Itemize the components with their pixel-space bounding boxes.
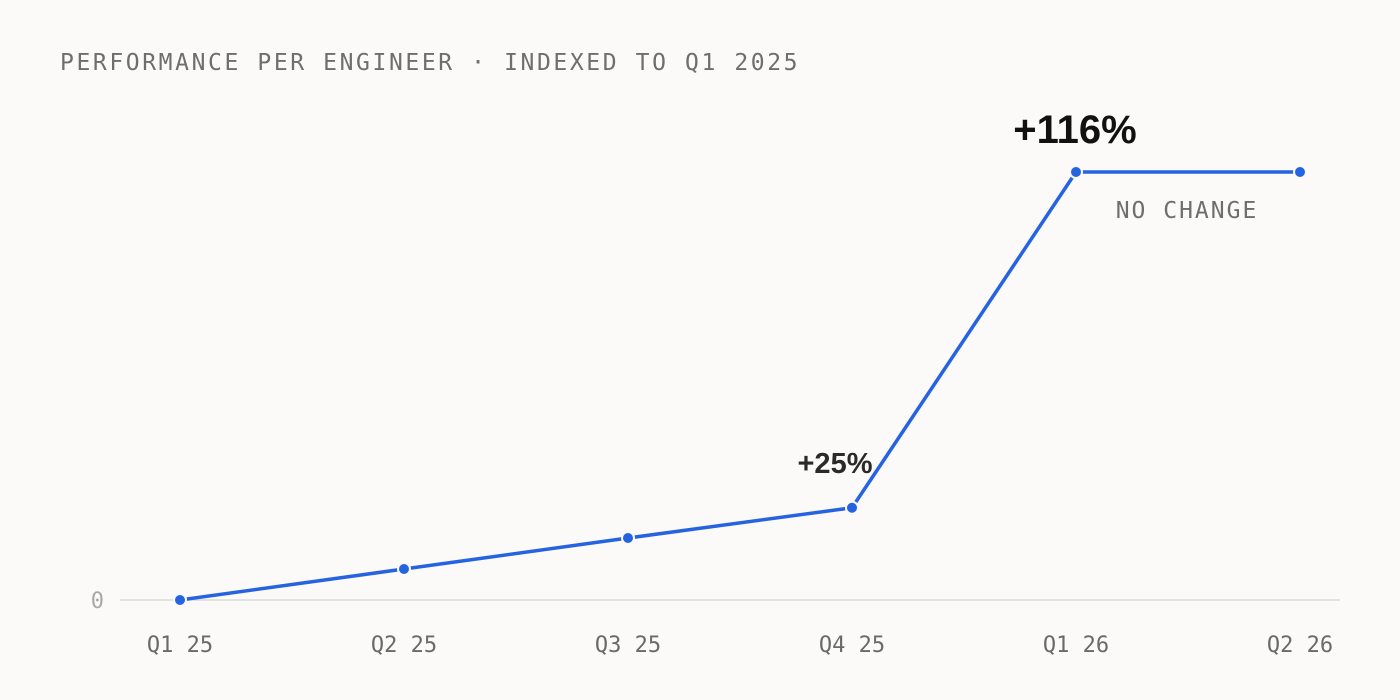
series-line bbox=[179, 170, 1300, 602]
data-point bbox=[621, 531, 635, 546]
data-point bbox=[845, 500, 859, 515]
x-tick-label: Q1 25 bbox=[147, 633, 213, 658]
x-tick-label: Q4 25 bbox=[819, 633, 885, 658]
data-point bbox=[1293, 165, 1307, 179]
series-layer bbox=[173, 165, 1307, 607]
y-tick-label-zero: 0 bbox=[91, 589, 104, 614]
annotation-no-change: NO CHANGE bbox=[1116, 198, 1259, 224]
x-tick-label: Q3 25 bbox=[595, 633, 661, 658]
x-tick-label: Q2 26 bbox=[1267, 633, 1333, 658]
data-point bbox=[397, 562, 411, 577]
x-tick-label: Q2 25 bbox=[371, 633, 437, 658]
data-point bbox=[173, 593, 187, 607]
annotation-q1-26: +116% bbox=[1013, 108, 1136, 152]
chart-title: PERFORMANCE PER ENGINEER · INDEXED TO Q1… bbox=[60, 50, 800, 76]
annotation-q4-25: +25% bbox=[798, 448, 873, 480]
x-tick-label: Q1 26 bbox=[1043, 633, 1109, 658]
data-point bbox=[1069, 165, 1083, 179]
x-tick-labels: Q1 25 Q2 25 Q3 25 Q4 25 Q1 26 Q2 26 bbox=[147, 633, 1333, 658]
